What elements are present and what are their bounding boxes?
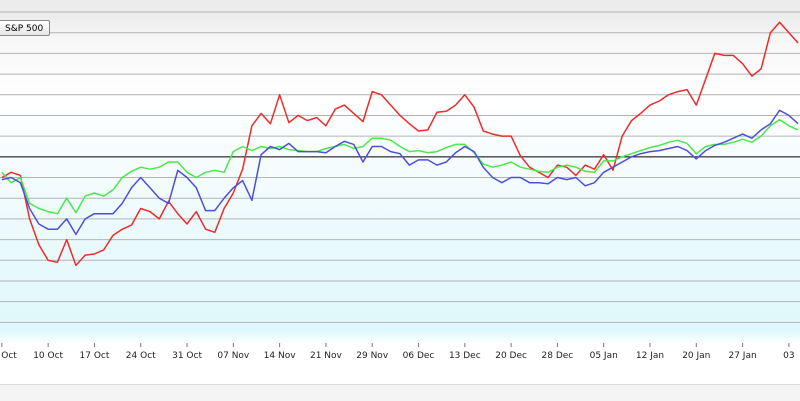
x-tick-label: 03 (783, 351, 794, 361)
x-tick-label: 24 Oct (126, 351, 156, 361)
series-line-green (1, 118, 799, 215)
x-tick-label: 10 Oct (33, 351, 63, 361)
series-line-red (1, 21, 799, 267)
x-axis-ticks: 03 Oct 10 Oct 17 Oct 24 Oct 31 Oct 07 Nov 14 N… (0, 343, 795, 361)
x-tick-label: 17 Oct (80, 351, 110, 361)
x-tick-label: 05 Jan (590, 351, 618, 361)
x-tick-label: 27 Jan (728, 351, 756, 361)
x-tick-label: 20 Jan (682, 351, 710, 361)
series-line-blue (1, 109, 799, 236)
x-tick-label: 28 Dec (542, 351, 574, 361)
x-tick-label: 29 Nov (356, 351, 389, 361)
grid-lines (0, 11, 800, 323)
scrollbar-track[interactable] (0, 384, 800, 401)
x-tick-label: 03 Oct (0, 351, 17, 361)
x-tick-label: 14 Nov (264, 351, 297, 361)
series-group (1, 21, 799, 267)
series-toggle-button[interactable]: S&P 500 (0, 20, 51, 36)
x-tick-label: 21 Nov (310, 351, 343, 361)
x-tick-label: 12 Jan (636, 351, 664, 361)
x-tick-label: 20 Dec (495, 351, 527, 361)
x-tick-label: 06 Dec (403, 351, 435, 361)
x-tick-label: 07 Nov (217, 351, 250, 361)
x-tick-label: 31 Oct (172, 351, 202, 361)
x-tick-label: 13 Dec (449, 351, 481, 361)
